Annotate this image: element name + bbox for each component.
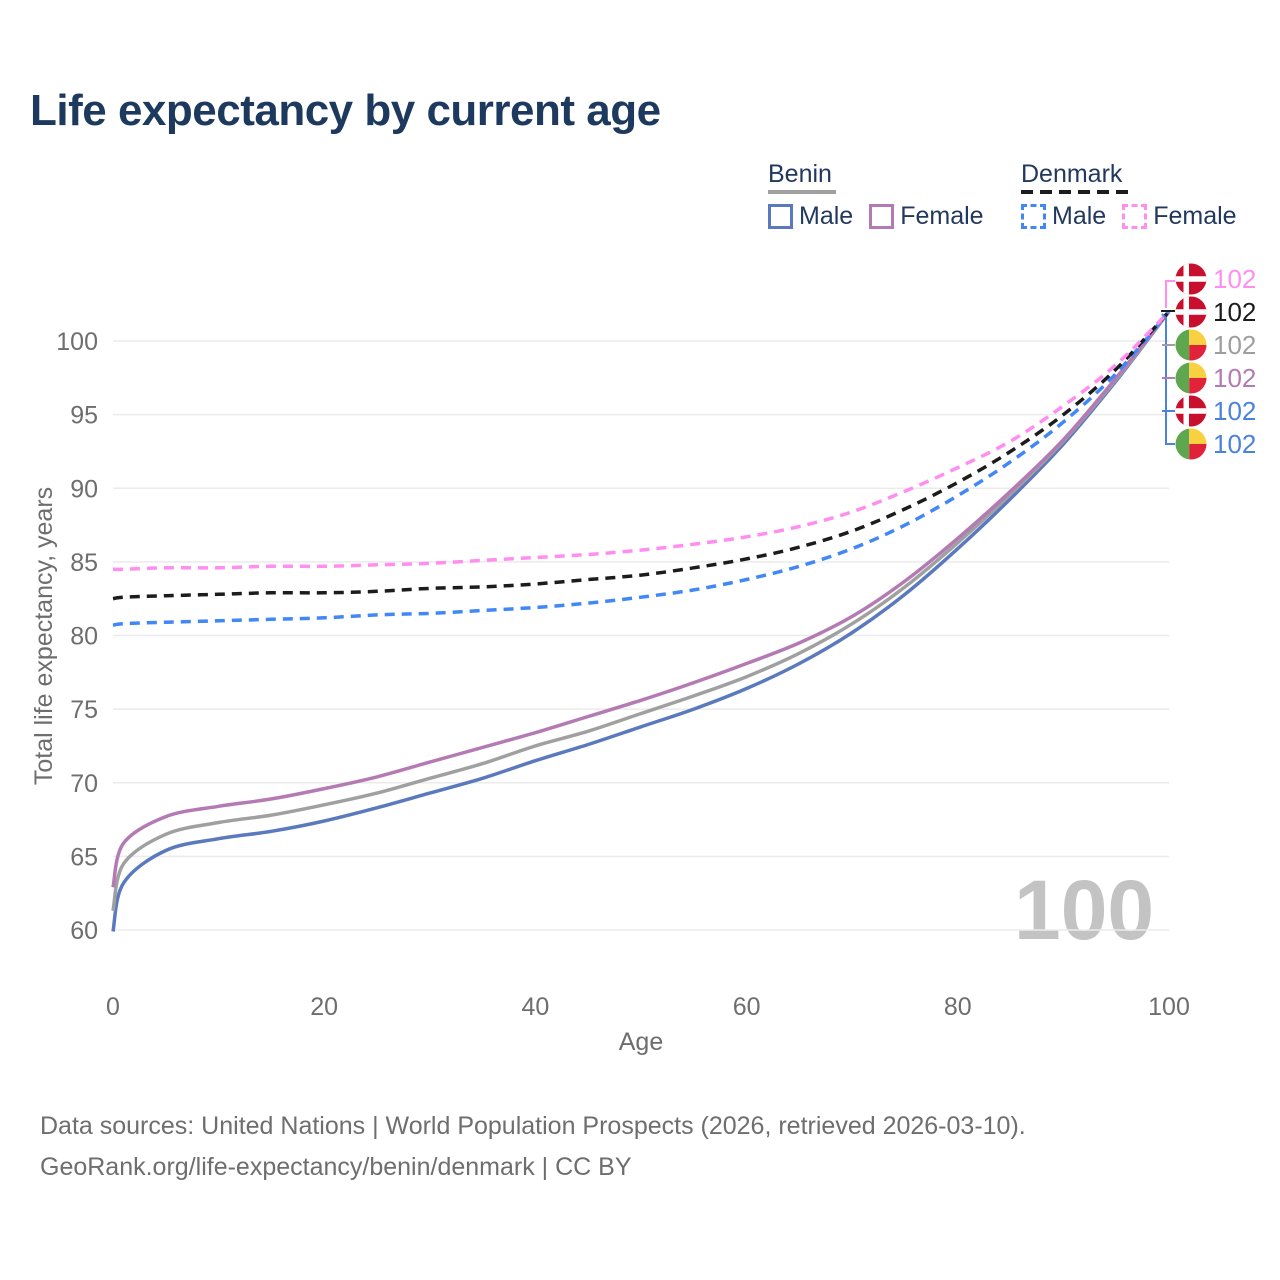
svg-text:20: 20 (310, 993, 338, 1021)
svg-text:60: 60 (733, 993, 761, 1021)
svg-text:100: 100 (1148, 993, 1190, 1021)
age-counter-watermark: 100 (1014, 863, 1155, 957)
flag-benin-icon (1175, 428, 1207, 460)
legend-group-benin: Benin Male Female (768, 160, 1000, 231)
benin-male-swatch[interactable] (768, 204, 793, 229)
svg-text:95: 95 (70, 402, 98, 430)
legend-benin-title[interactable]: Benin (768, 160, 832, 188)
svg-text:75: 75 (70, 696, 98, 724)
svg-text:Age: Age (619, 1028, 663, 1056)
benin-female-swatch[interactable] (869, 204, 895, 229)
flag-benin-icon (1175, 362, 1207, 394)
legend-denmark-female-label[interactable]: Female (1153, 202, 1237, 230)
denmark-female-swatch[interactable] (1122, 204, 1148, 229)
footer-url-line: GeoRank.org/life-expectancy/benin/denmar… (40, 1153, 632, 1181)
svg-text:80: 80 (70, 623, 98, 651)
end-label-benin: 102 (1213, 330, 1256, 360)
flag-denmark-icon (1175, 296, 1207, 328)
footer-source-line: Data sources: United Nations | World Pop… (40, 1112, 1026, 1140)
svg-text:100: 100 (56, 328, 98, 356)
legend-benin-male-label[interactable]: Male (799, 202, 854, 230)
svg-text:0: 0 (106, 993, 120, 1021)
svg-text:Total life expectancy, years: Total life expectancy, years (30, 487, 58, 785)
denmark-male-swatch[interactable] (1021, 204, 1046, 229)
svg-text:85: 85 (70, 549, 98, 577)
page-title: Life expectancy by current age (30, 86, 661, 135)
svg-text:60: 60 (70, 917, 98, 945)
svg-text:70: 70 (70, 770, 98, 798)
legend-benin-female-label[interactable]: Female (900, 202, 984, 230)
footer: Data sources: United Nations | World Pop… (40, 1106, 1026, 1188)
benin-total-line-swatch (768, 190, 836, 194)
end-label-denmark: 102 (1213, 297, 1256, 327)
flag-denmark-icon (1175, 263, 1207, 295)
end-label-denmark-female: 102 (1213, 264, 1256, 294)
svg-text:40: 40 (521, 993, 549, 1021)
end-label-benin-male: 102 (1213, 429, 1256, 459)
svg-text:90: 90 (70, 475, 98, 503)
legend-denmark-male-label[interactable]: Male (1052, 202, 1107, 230)
denmark-total-line-swatch (1021, 190, 1128, 194)
svg-text:65: 65 (70, 843, 98, 871)
end-label-denmark-male: 102 (1213, 396, 1256, 426)
svg-text:80: 80 (944, 993, 972, 1021)
end-label-benin-female: 102 (1213, 363, 1256, 393)
flag-denmark-icon (1175, 395, 1207, 427)
legend-denmark-title[interactable]: Denmark (1021, 160, 1123, 188)
legend-group-denmark: Denmark Male Female (1021, 160, 1253, 231)
flag-benin-icon (1175, 329, 1207, 361)
